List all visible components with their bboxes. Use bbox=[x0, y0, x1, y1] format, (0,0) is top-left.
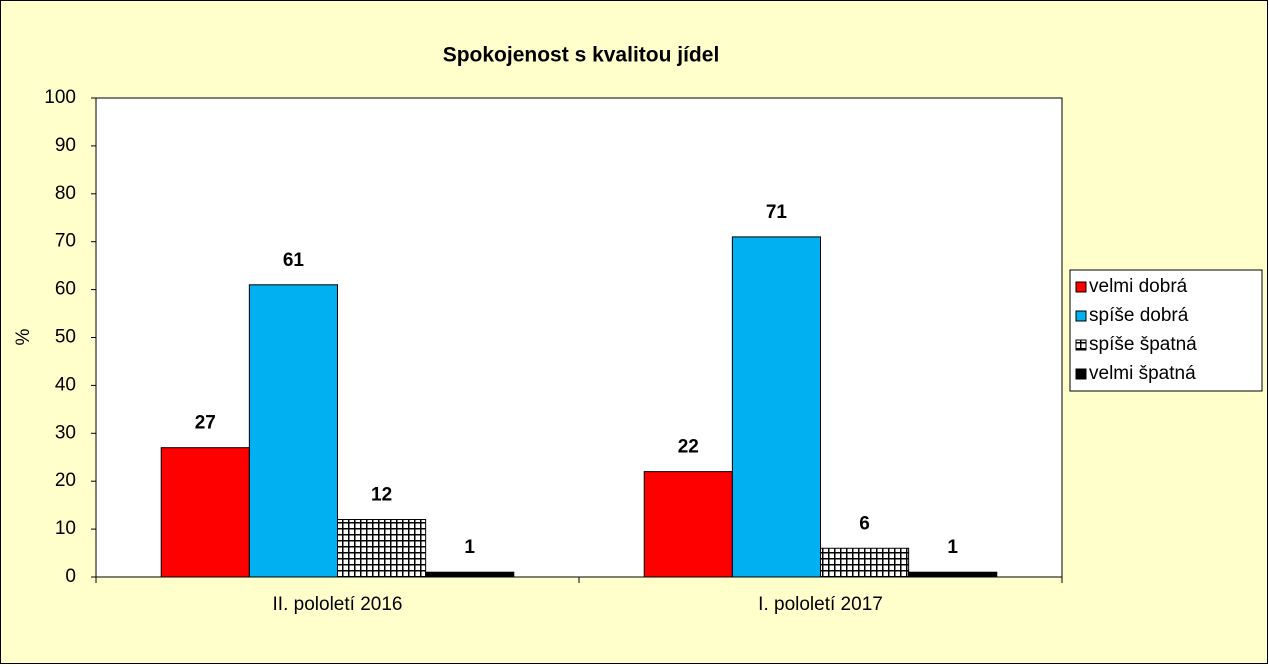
y-tick-label: 20 bbox=[55, 470, 76, 491]
y-tick-label: 100 bbox=[44, 87, 76, 108]
y-tick-label: 90 bbox=[55, 135, 76, 156]
x-tick-label: I. pololetí 2017 bbox=[758, 594, 883, 615]
bar bbox=[248, 284, 338, 578]
bar bbox=[337, 519, 427, 578]
y-tick-label: 10 bbox=[55, 518, 76, 539]
bar bbox=[908, 571, 998, 578]
legend bbox=[1069, 269, 1263, 392]
bar bbox=[643, 471, 733, 578]
legend-swatch bbox=[1075, 339, 1087, 351]
data-label: 6 bbox=[859, 513, 870, 534]
y-tick-label: 50 bbox=[55, 327, 76, 348]
data-label: 1 bbox=[947, 537, 958, 558]
legend-label: velmi špatná bbox=[1089, 363, 1196, 384]
data-label: 1 bbox=[464, 537, 475, 558]
y-tick-label: 80 bbox=[55, 183, 76, 204]
legend-swatch bbox=[1075, 368, 1087, 380]
bar bbox=[731, 236, 821, 578]
y-axis-label: % bbox=[13, 328, 34, 345]
data-label: 61 bbox=[283, 250, 305, 271]
bar bbox=[820, 547, 910, 578]
bar bbox=[425, 571, 515, 578]
data-label: 12 bbox=[371, 485, 392, 506]
y-tick-label: 60 bbox=[55, 279, 76, 300]
y-tick-label: 40 bbox=[55, 374, 76, 395]
legend-swatch bbox=[1075, 310, 1087, 322]
data-label: 27 bbox=[195, 413, 216, 434]
legend-label: spíše dobrá bbox=[1089, 305, 1189, 326]
x-tick-label: II. pololetí 2016 bbox=[273, 594, 403, 615]
legend-swatch bbox=[1075, 281, 1087, 293]
legend-label: spíše špatná bbox=[1089, 334, 1197, 355]
data-label: 71 bbox=[766, 202, 788, 223]
chart-title: Spokojenost s kvalitou jídel bbox=[443, 44, 720, 67]
bar bbox=[160, 447, 250, 578]
y-tick-label: 30 bbox=[55, 422, 76, 443]
data-label: 22 bbox=[678, 437, 699, 458]
y-tick-label: 0 bbox=[65, 566, 76, 587]
y-tick-label: 70 bbox=[55, 231, 76, 252]
legend-label: velmi dobrá bbox=[1089, 276, 1188, 297]
